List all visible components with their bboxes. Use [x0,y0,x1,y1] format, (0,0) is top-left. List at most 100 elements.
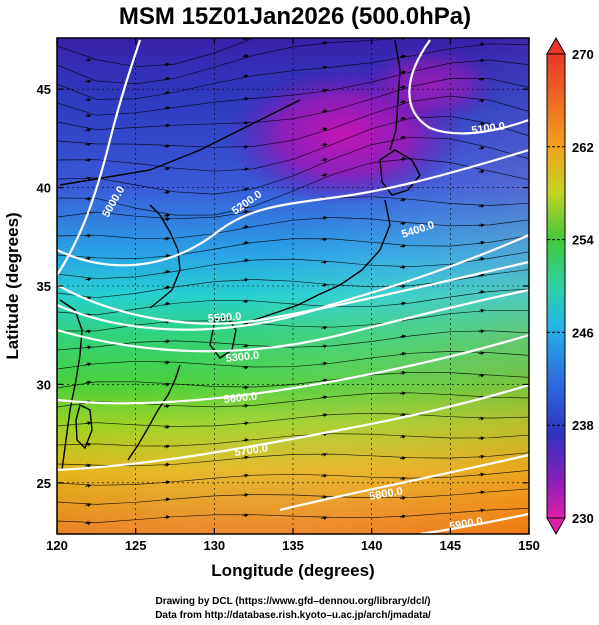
streamline [57,78,529,130]
wind-arrow [242,404,249,408]
colorbar-tick-label: 254 [572,233,594,248]
wind-arrow [85,158,92,163]
wind-arrow [163,166,171,171]
wind-arrow [85,421,92,426]
streamline [57,470,529,486]
wind-arrow [479,29,484,30]
wind-arrow [321,88,328,93]
coastline-manchuria [59,99,301,186]
wind-arrow [478,223,485,228]
wind-arrow [242,187,249,192]
wind-arrow [321,495,328,500]
wind-arrow [163,404,171,409]
wind-arrow [242,204,249,209]
wind-arrow [321,41,328,45]
wind-arrow [399,284,407,289]
wind-arrow [242,344,249,349]
wind-arrow [399,351,407,356]
wind-arrow [242,74,249,79]
wind-arrow [242,513,249,518]
wind-arrow [478,472,485,477]
y-tick-label: 40 [37,181,51,196]
wind-arrow [242,209,249,214]
colorbar-tick-label: 262 [572,140,594,155]
wind-arrow [242,278,249,283]
wind-arrow [399,456,407,461]
colorbar-scale [546,53,566,519]
x-tick-label: 140 [361,538,383,553]
contour-label: 5600.0 [223,391,258,406]
coastline-ryukyu [127,364,181,461]
wind-arrow [321,173,328,178]
wind-arrow [85,483,92,488]
wind-arrow [163,254,171,259]
wind-arrow [399,434,407,439]
wind-arrow [321,127,328,132]
wind-arrow [399,265,407,270]
wind-arrow [399,197,407,202]
wind-arrow [242,258,249,263]
contour-5600 [57,333,529,405]
wind-arrow [478,351,485,356]
wind-arrow [321,65,328,70]
streamline [57,38,413,85]
contour-label: 5500.0 [207,311,241,325]
streamline [57,351,529,370]
streamline [57,38,256,68]
wind-arrow [85,362,92,367]
wind-arrow [85,196,92,201]
coastline-sakhalin [389,39,401,151]
wind-arrow [163,144,171,149]
wind-arrow [321,473,328,478]
y-tick-label: 30 [37,377,51,392]
streamline [57,452,529,467]
y-axis-label: Latitude (degrees) [3,212,22,359]
wind-arrow [242,493,249,497]
wind-arrow [399,116,407,121]
x-tick-label: 120 [46,538,68,553]
wind-arrow [85,521,92,526]
wind-arrow [478,308,485,313]
wind-arrow [163,236,171,241]
wind-arrow [321,378,328,383]
wind-arrow [399,70,407,75]
wind-arrow [321,260,328,265]
wind-arrow [321,237,328,242]
wind-arrow [321,452,328,457]
wind-arrow [163,190,171,195]
wind-arrow [242,54,249,58]
wind-arrow [321,395,328,400]
wind-arrow [478,508,485,513]
wind-arrow [85,345,92,350]
y-axis-ticks: 25 30 35 40 45 [37,82,529,491]
wind-arrow [242,97,249,101]
colorbar-max-arrow [546,36,566,55]
wind-arrow [321,344,328,349]
streamline [57,43,529,100]
wind-arrow [478,240,485,245]
wind-arrow [321,216,328,220]
streamline [57,433,529,447]
contour-5300 [57,260,529,325]
wind-arrow [399,85,407,89]
wind-arrow [85,113,92,118]
colorbar-min-arrow [546,517,566,536]
contour-5100 [408,39,529,135]
wind-arrow [242,241,249,245]
x-tick-label: 145 [439,538,461,553]
credit-data: Data from http://database.rish.kyoto–u.a… [155,610,431,621]
wind-arrow [163,444,171,449]
wind-arrow [163,425,171,430]
y-tick-label: 25 [37,476,51,491]
streamline [57,95,529,148]
wind-arrow [321,283,328,288]
streamline [57,330,529,351]
contour-5800 [279,453,529,512]
y-tick-label: 45 [37,82,51,97]
x-tick-label: 150 [518,538,540,553]
wind-arrow [163,497,171,502]
cold-core-north [360,45,500,125]
wind-arrow [242,121,249,126]
wind-arrow [399,221,407,226]
wind-arrow [321,432,328,437]
